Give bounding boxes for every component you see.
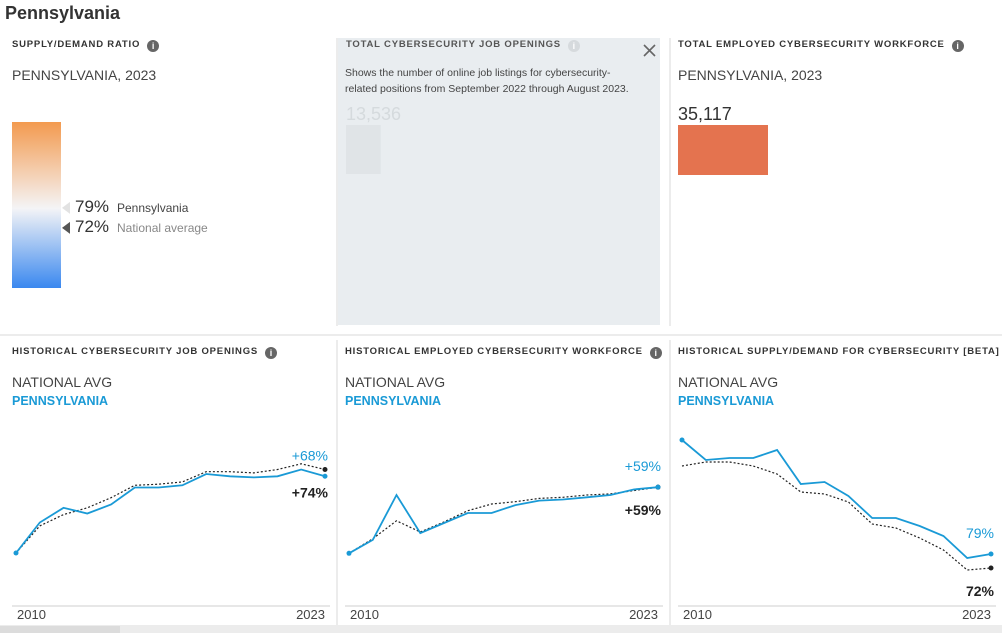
end-point: [322, 473, 328, 479]
series-line: [15, 468, 326, 554]
marker-name: National average: [117, 220, 208, 235]
panel-header: HISTORICAL CYBERSECURITY JOB OPENINGS i: [12, 346, 278, 359]
end-point: [346, 550, 352, 556]
value-label: 79%: [966, 525, 994, 541]
legend-entry: NATIONAL AVG: [678, 374, 779, 390]
series-line: [681, 461, 992, 571]
header-text: HISTORICAL EMPLOYED CYBERSECURITY WORKFO…: [345, 346, 643, 357]
end-point: [655, 484, 661, 490]
info-icon[interactable]: i: [951, 40, 964, 52]
value-label: +68%: [292, 447, 328, 463]
value-label: +59%: [625, 502, 662, 518]
marker-value: 72%: [75, 216, 110, 236]
close-button[interactable]: [643, 44, 656, 57]
ratio-marker: [62, 201, 70, 214]
ratio-gradient-bar: [12, 122, 61, 288]
end-point: [988, 551, 994, 557]
scrollbar-track: [0, 625, 1002, 633]
header-text: TOTAL CYBERSECURITY JOB OPENINGS: [346, 39, 561, 50]
legend-entry: NATIONAL AVG: [345, 374, 446, 390]
header-text: TOTAL EMPLOYED CYBERSECURITY WORKFORCE: [678, 39, 945, 50]
panel-header: TOTAL EMPLOYED CYBERSECURITY WORKFORCE i: [678, 39, 964, 52]
x-tick-label: 2023: [962, 607, 991, 622]
x-tick-label: 2023: [629, 607, 658, 622]
kpi-value: 35,117: [678, 104, 732, 124]
panel-subtitle: PENNSYLVANIA, 2023: [12, 67, 157, 83]
panel-header: SUPPLY/DEMAND RATIO i: [12, 39, 160, 52]
series-line: [681, 439, 992, 559]
value-label: +59%: [625, 458, 661, 474]
kpi-bar: [678, 125, 768, 175]
x-tick-label: 2023: [296, 607, 325, 622]
x-tick-label: 2010: [17, 607, 46, 622]
x-tick-label: 2010: [683, 607, 712, 622]
scrollbar-thumb[interactable]: [0, 626, 120, 633]
kpi-bar: [346, 125, 381, 174]
page-title: Pennsylvania: [5, 3, 121, 23]
value-label: +74%: [292, 484, 329, 500]
end-point: [988, 565, 994, 571]
end-point: [13, 550, 19, 556]
x-tick-label: 2010: [350, 607, 379, 622]
panel-subtitle: PENNSYLVANIA, 2023: [678, 67, 823, 83]
series-line: [15, 463, 326, 554]
header-text: SUPPLY/DEMAND RATIO: [12, 39, 141, 50]
end-point: [679, 437, 685, 443]
tooltip-text: Shows the number of online job listings …: [345, 67, 629, 95]
header-text: HISTORICAL CYBERSECURITY JOB OPENINGS: [12, 346, 259, 357]
info-icon[interactable]: i: [649, 347, 662, 359]
marker-name: Pennsylvania: [117, 200, 189, 215]
legend-entry: PENNSYLVANIA: [678, 394, 775, 408]
series-line: [348, 486, 659, 555]
info-icon[interactable]: i: [567, 40, 580, 52]
kpi-value: 13,536: [346, 104, 402, 124]
info-icon[interactable]: i: [147, 40, 160, 52]
legend-entry: NATIONAL AVG: [12, 374, 113, 390]
value-label: 72%: [966, 583, 995, 599]
end-point: [322, 466, 328, 472]
marker-value: 79%: [75, 196, 110, 216]
legend-entry: PENNSYLVANIA: [345, 394, 442, 408]
tooltip-overlay: [338, 38, 660, 325]
info-icon[interactable]: i: [265, 347, 278, 359]
panel-header: TOTAL CYBERSECURITY JOB OPENINGS i: [346, 39, 580, 52]
ratio-marker: [62, 221, 70, 234]
panel-header: HISTORICAL SUPPLY/DEMAND FOR CYBERSECURI…: [678, 346, 1002, 359]
series-line: [348, 486, 659, 554]
legend-entry: PENNSYLVANIA: [12, 394, 109, 408]
header-text: HISTORICAL SUPPLY/DEMAND FOR CYBERSECURI…: [678, 346, 1000, 357]
panel-header: HISTORICAL EMPLOYED CYBERSECURITY WORKFO…: [345, 346, 662, 359]
